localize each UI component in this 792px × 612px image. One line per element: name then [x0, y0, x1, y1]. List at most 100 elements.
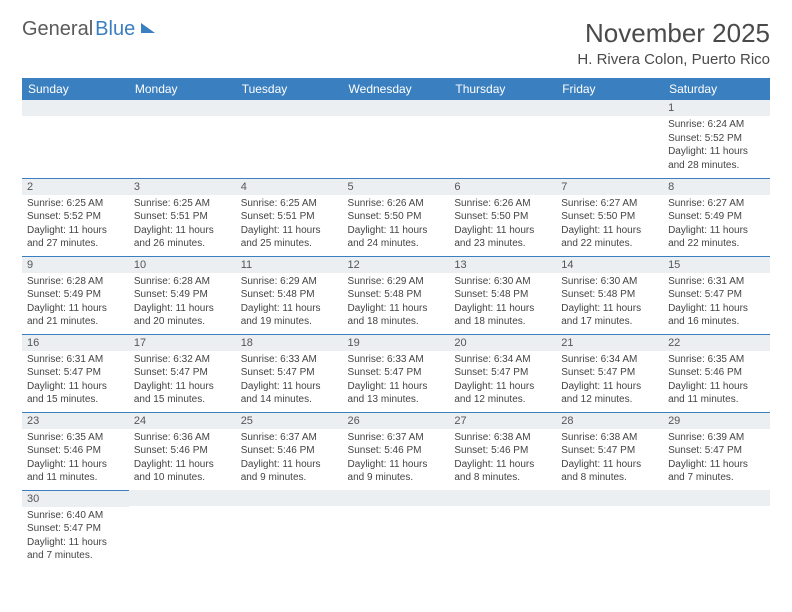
day-content: Sunrise: 6:25 AMSunset: 5:52 PMDaylight:…: [22, 195, 129, 255]
empty-cell: [449, 100, 556, 178]
day-number: 30: [22, 491, 129, 507]
day-cell-7: 7Sunrise: 6:27 AMSunset: 5:50 PMDaylight…: [556, 178, 663, 256]
day-cell-12: 12Sunrise: 6:29 AMSunset: 5:48 PMDayligh…: [343, 256, 450, 334]
day-content: Sunrise: 6:39 AMSunset: 5:47 PMDaylight:…: [663, 429, 770, 489]
empty-cell: [129, 490, 236, 568]
logo-icon: [141, 23, 155, 33]
day-number: 21: [556, 335, 663, 351]
day-content: Sunrise: 6:25 AMSunset: 5:51 PMDaylight:…: [236, 195, 343, 255]
day-number: 20: [449, 335, 556, 351]
day-content: Sunrise: 6:30 AMSunset: 5:48 PMDaylight:…: [556, 273, 663, 333]
calendar-table: Sunday Monday Tuesday Wednesday Thursday…: [22, 78, 770, 568]
day-cell-8: 8Sunrise: 6:27 AMSunset: 5:49 PMDaylight…: [663, 178, 770, 256]
empty-cell: [663, 490, 770, 568]
day-content: Sunrise: 6:33 AMSunset: 5:47 PMDaylight:…: [236, 351, 343, 411]
day-number: 3: [129, 179, 236, 195]
day-number: 13: [449, 257, 556, 273]
weekday-header: Sunday: [22, 78, 129, 100]
day-content: Sunrise: 6:28 AMSunset: 5:49 PMDaylight:…: [129, 273, 236, 333]
title-block: November 2025 H. Rivera Colon, Puerto Ri…: [577, 18, 770, 68]
day-number: 11: [236, 257, 343, 273]
day-content: Sunrise: 6:33 AMSunset: 5:47 PMDaylight:…: [343, 351, 450, 411]
day-cell-15: 15Sunrise: 6:31 AMSunset: 5:47 PMDayligh…: [663, 256, 770, 334]
day-cell-10: 10Sunrise: 6:28 AMSunset: 5:49 PMDayligh…: [129, 256, 236, 334]
day-content: Sunrise: 6:38 AMSunset: 5:47 PMDaylight:…: [556, 429, 663, 489]
weekday-header: Saturday: [663, 78, 770, 100]
day-cell-29: 29Sunrise: 6:39 AMSunset: 5:47 PMDayligh…: [663, 412, 770, 490]
day-number: 1: [663, 100, 770, 116]
day-cell-28: 28Sunrise: 6:38 AMSunset: 5:47 PMDayligh…: [556, 412, 663, 490]
day-number: 19: [343, 335, 450, 351]
day-cell-24: 24Sunrise: 6:36 AMSunset: 5:46 PMDayligh…: [129, 412, 236, 490]
day-content: Sunrise: 6:35 AMSunset: 5:46 PMDaylight:…: [22, 429, 129, 489]
day-cell-13: 13Sunrise: 6:30 AMSunset: 5:48 PMDayligh…: [449, 256, 556, 334]
day-cell-17: 17Sunrise: 6:32 AMSunset: 5:47 PMDayligh…: [129, 334, 236, 412]
weekday-header: Tuesday: [236, 78, 343, 100]
day-number: 23: [22, 413, 129, 429]
day-cell-3: 3Sunrise: 6:25 AMSunset: 5:51 PMDaylight…: [129, 178, 236, 256]
day-content: Sunrise: 6:40 AMSunset: 5:47 PMDaylight:…: [22, 507, 129, 567]
day-content: Sunrise: 6:25 AMSunset: 5:51 PMDaylight:…: [129, 195, 236, 255]
day-cell-1: 1Sunrise: 6:24 AMSunset: 5:52 PMDaylight…: [663, 100, 770, 178]
calendar-page: GeneralBlue November 2025 H. Rivera Colo…: [0, 0, 792, 586]
day-cell-26: 26Sunrise: 6:37 AMSunset: 5:46 PMDayligh…: [343, 412, 450, 490]
day-cell-5: 5Sunrise: 6:26 AMSunset: 5:50 PMDaylight…: [343, 178, 450, 256]
weekday-header-row: Sunday Monday Tuesday Wednesday Thursday…: [22, 78, 770, 100]
day-number: 25: [236, 413, 343, 429]
day-cell-4: 4Sunrise: 6:25 AMSunset: 5:51 PMDaylight…: [236, 178, 343, 256]
calendar-row: 30Sunrise: 6:40 AMSunset: 5:47 PMDayligh…: [22, 490, 770, 568]
logo-text-2: Blue: [95, 18, 135, 41]
weekday-header: Thursday: [449, 78, 556, 100]
day-content: Sunrise: 6:38 AMSunset: 5:46 PMDaylight:…: [449, 429, 556, 489]
day-cell-11: 11Sunrise: 6:29 AMSunset: 5:48 PMDayligh…: [236, 256, 343, 334]
logo: GeneralBlue: [22, 18, 155, 41]
day-number: 27: [449, 413, 556, 429]
day-cell-30: 30Sunrise: 6:40 AMSunset: 5:47 PMDayligh…: [22, 490, 129, 568]
logo-text-1: General: [22, 18, 93, 41]
day-number: 7: [556, 179, 663, 195]
empty-cell: [556, 100, 663, 178]
day-number: 15: [663, 257, 770, 273]
day-number: 6: [449, 179, 556, 195]
calendar-row: 1Sunrise: 6:24 AMSunset: 5:52 PMDaylight…: [22, 100, 770, 178]
day-cell-2: 2Sunrise: 6:25 AMSunset: 5:52 PMDaylight…: [22, 178, 129, 256]
calendar-row: 2Sunrise: 6:25 AMSunset: 5:52 PMDaylight…: [22, 178, 770, 256]
empty-cell: [343, 490, 450, 568]
day-number: 17: [129, 335, 236, 351]
day-cell-22: 22Sunrise: 6:35 AMSunset: 5:46 PMDayligh…: [663, 334, 770, 412]
calendar-body: 1Sunrise: 6:24 AMSunset: 5:52 PMDaylight…: [22, 100, 770, 568]
day-content: Sunrise: 6:27 AMSunset: 5:49 PMDaylight:…: [663, 195, 770, 255]
day-number: 14: [556, 257, 663, 273]
header: GeneralBlue November 2025 H. Rivera Colo…: [22, 18, 770, 68]
day-number: 28: [556, 413, 663, 429]
day-number: 22: [663, 335, 770, 351]
day-content: Sunrise: 6:26 AMSunset: 5:50 PMDaylight:…: [449, 195, 556, 255]
day-number: 18: [236, 335, 343, 351]
day-content: Sunrise: 6:31 AMSunset: 5:47 PMDaylight:…: [22, 351, 129, 411]
day-cell-23: 23Sunrise: 6:35 AMSunset: 5:46 PMDayligh…: [22, 412, 129, 490]
day-cell-18: 18Sunrise: 6:33 AMSunset: 5:47 PMDayligh…: [236, 334, 343, 412]
calendar-row: 16Sunrise: 6:31 AMSunset: 5:47 PMDayligh…: [22, 334, 770, 412]
weekday-header: Wednesday: [343, 78, 450, 100]
day-content: Sunrise: 6:26 AMSunset: 5:50 PMDaylight:…: [343, 195, 450, 255]
day-content: Sunrise: 6:29 AMSunset: 5:48 PMDaylight:…: [343, 273, 450, 333]
day-content: Sunrise: 6:30 AMSunset: 5:48 PMDaylight:…: [449, 273, 556, 333]
empty-cell: [343, 100, 450, 178]
day-cell-27: 27Sunrise: 6:38 AMSunset: 5:46 PMDayligh…: [449, 412, 556, 490]
empty-cell: [449, 490, 556, 568]
day-cell-20: 20Sunrise: 6:34 AMSunset: 5:47 PMDayligh…: [449, 334, 556, 412]
day-number: 2: [22, 179, 129, 195]
day-number: 4: [236, 179, 343, 195]
weekday-header: Friday: [556, 78, 663, 100]
day-number: 9: [22, 257, 129, 273]
day-number: 29: [663, 413, 770, 429]
day-number: 12: [343, 257, 450, 273]
day-cell-16: 16Sunrise: 6:31 AMSunset: 5:47 PMDayligh…: [22, 334, 129, 412]
day-number: 16: [22, 335, 129, 351]
day-content: Sunrise: 6:35 AMSunset: 5:46 PMDaylight:…: [663, 351, 770, 411]
day-cell-19: 19Sunrise: 6:33 AMSunset: 5:47 PMDayligh…: [343, 334, 450, 412]
month-title: November 2025: [577, 18, 770, 49]
day-content: Sunrise: 6:34 AMSunset: 5:47 PMDaylight:…: [556, 351, 663, 411]
day-cell-6: 6Sunrise: 6:26 AMSunset: 5:50 PMDaylight…: [449, 178, 556, 256]
day-number: 10: [129, 257, 236, 273]
